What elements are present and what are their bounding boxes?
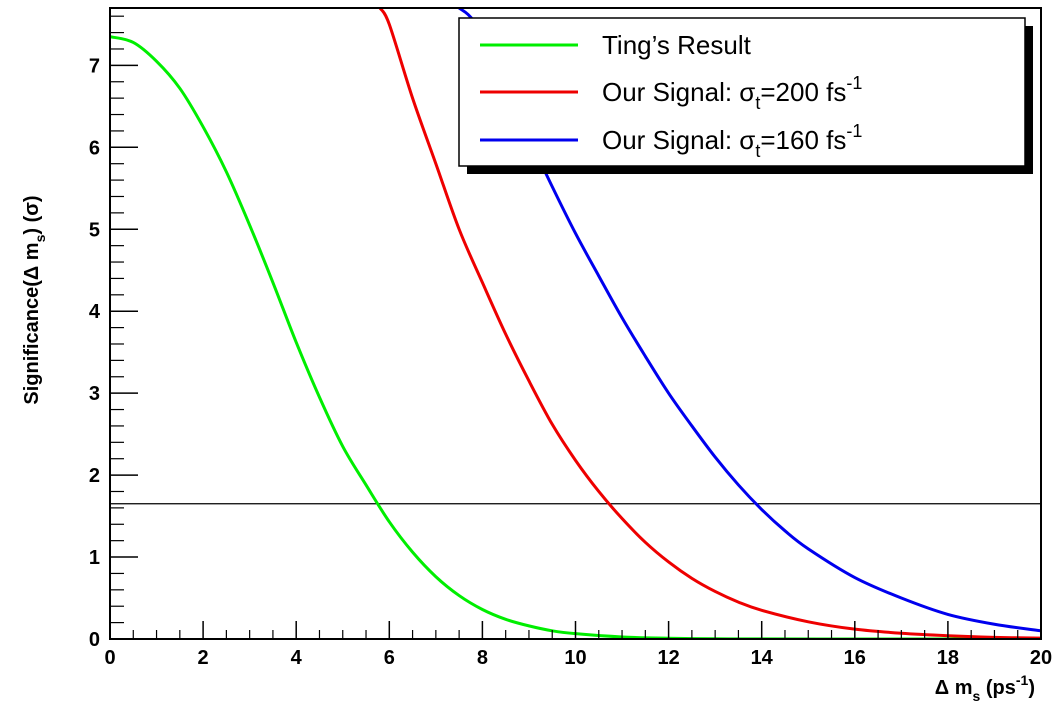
x-tick-label: 18 [937, 647, 959, 669]
legend: Ting’s Result Our Signal: σt=200 fs-1 Ou… [458, 17, 1033, 174]
x-tick-label: 10 [564, 647, 586, 669]
y-tick-label: 0 [89, 629, 100, 651]
x-tick-label: 0 [104, 647, 115, 669]
legend-label-signal-160: Our Signal: σt=160 fs-1 [602, 121, 862, 161]
x-tick-label: 20 [1030, 647, 1052, 669]
y-tick-label: 6 [89, 137, 100, 159]
y-tick-label: 4 [89, 301, 101, 323]
y-tick-label: 5 [89, 219, 100, 241]
x-axis-tick-labels: 0 2 4 6 8 10 12 14 16 18 20 [104, 647, 1052, 669]
y-tick-label: 2 [89, 465, 100, 487]
x-tick-label: 16 [844, 647, 866, 669]
y-tick-label: 7 [89, 55, 100, 77]
x-tick-label: 2 [198, 647, 209, 669]
y-axis-title: Significance(Δ ms) (σ) [21, 195, 48, 404]
y-tick-label: 3 [89, 383, 100, 405]
x-axis-title: Δ ms (ps-1) [935, 672, 1035, 704]
x-axis-ticks [109, 621, 1042, 639]
x-tick-label: 14 [751, 647, 774, 669]
series-line-1 [378, 8, 1041, 639]
y-axis-ticks [110, 15, 138, 640]
x-tick-label: 6 [384, 647, 395, 669]
legend-label-tings-result: Ting’s Result [602, 30, 752, 60]
x-tick-label: 8 [477, 647, 488, 669]
x-tick-label: 4 [291, 647, 303, 669]
y-tick-label: 1 [89, 547, 100, 569]
y-axis-tick-labels: 0 1 2 3 4 5 6 7 [89, 55, 101, 651]
legend-label-signal-200: Our Signal: σt=200 fs-1 [602, 73, 862, 113]
x-tick-label: 12 [657, 647, 679, 669]
